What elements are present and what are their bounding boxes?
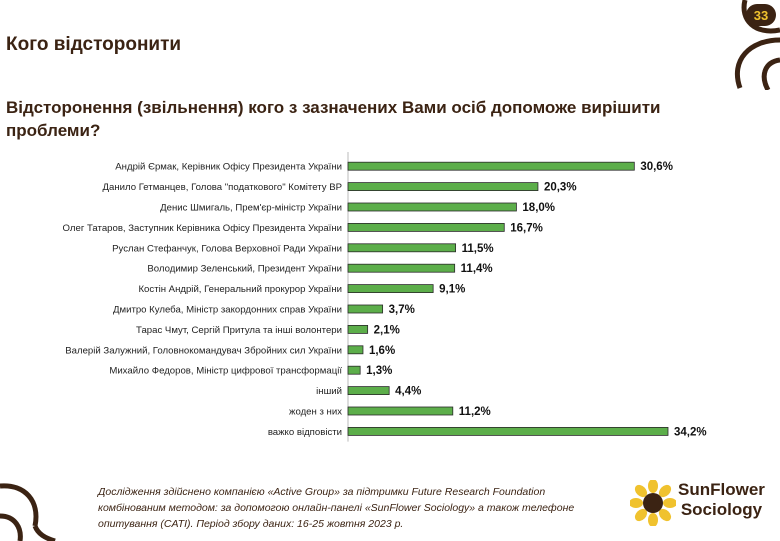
category-label: Олег Татаров, Заступник Керівника Офісу …: [63, 223, 342, 234]
bar: [347, 202, 517, 212]
data-label: 16,7%: [510, 222, 543, 234]
category-label: жоден з них: [289, 407, 342, 418]
category-label: Костін Андрій, Генеральний прокурор Укра…: [138, 284, 342, 295]
logo-line-1: SunFlower: [678, 480, 765, 499]
category-label: Михайло Федоров, Міністр цифрової трансф…: [109, 366, 342, 377]
data-label: 2,1%: [374, 324, 400, 336]
data-label: 34,2%: [674, 426, 707, 438]
category-label: Валерій Залужний, Головнокомандувач Збро…: [65, 345, 342, 356]
data-label: 11,4%: [461, 263, 493, 275]
sunflower-sociology-logo: SunFlower Sociology: [630, 478, 770, 528]
bar: [347, 406, 454, 416]
bar: [347, 324, 369, 334]
category-label: Володимир Зеленський, Президент України: [147, 264, 342, 275]
sunflower-corner-bottom-icon: [0, 483, 56, 541]
data-label: 3,7%: [389, 304, 415, 316]
bar: [347, 304, 384, 314]
data-label: 4,4%: [395, 386, 421, 398]
category-label: Денис Шмигаль, Прем'єр-міністр України: [160, 203, 342, 214]
data-label: 1,6%: [369, 345, 395, 357]
bar: [347, 161, 635, 171]
bar: [347, 284, 434, 294]
category-label: Данило Гетманцев, Голова "податкового" К…: [103, 182, 342, 193]
data-label: 9,1%: [439, 284, 465, 296]
category-label: Андрій Єрмак, Керівник Офісу Президента …: [115, 162, 342, 173]
bar: [347, 223, 505, 232]
bar: [347, 182, 539, 191]
bar: [347, 386, 390, 396]
category-label: Дмитро Кулеба, Міністр закордонних справ…: [113, 305, 342, 316]
data-label: 11,5%: [462, 243, 494, 255]
data-label: 1,3%: [366, 365, 392, 377]
bar: [347, 263, 456, 273]
data-label: 18,0%: [522, 202, 555, 214]
bar: [347, 365, 361, 375]
bar-chart: Андрій Єрмак, Керівник Офісу Президента …: [63, 152, 707, 442]
data-label: 11,2%: [459, 406, 491, 418]
category-label: важко відповісти: [268, 427, 342, 438]
page-number-badge: 33: [746, 4, 776, 26]
data-label: 30,6%: [640, 161, 673, 173]
bar: [347, 243, 457, 253]
sunflower-logo-icon: [630, 480, 676, 526]
data-label: 20,3%: [544, 182, 577, 194]
category-label: Тарас Чмут, Сергій Притула та інші волон…: [136, 325, 342, 336]
bar: [347, 345, 364, 355]
page-title: Кого відсторонити: [6, 34, 182, 55]
bar: [347, 426, 669, 436]
logo-line-2: Sociology: [680, 500, 763, 519]
chart-question: Відсторонення (звільнення) кого з зазнач…: [6, 98, 661, 140]
category-label: Руслан Стефанчук, Голова Верховної Ради …: [112, 243, 342, 254]
category-label: інший: [316, 386, 342, 397]
footnote: Дослідження здійснено компанією «Active …: [98, 486, 575, 530]
